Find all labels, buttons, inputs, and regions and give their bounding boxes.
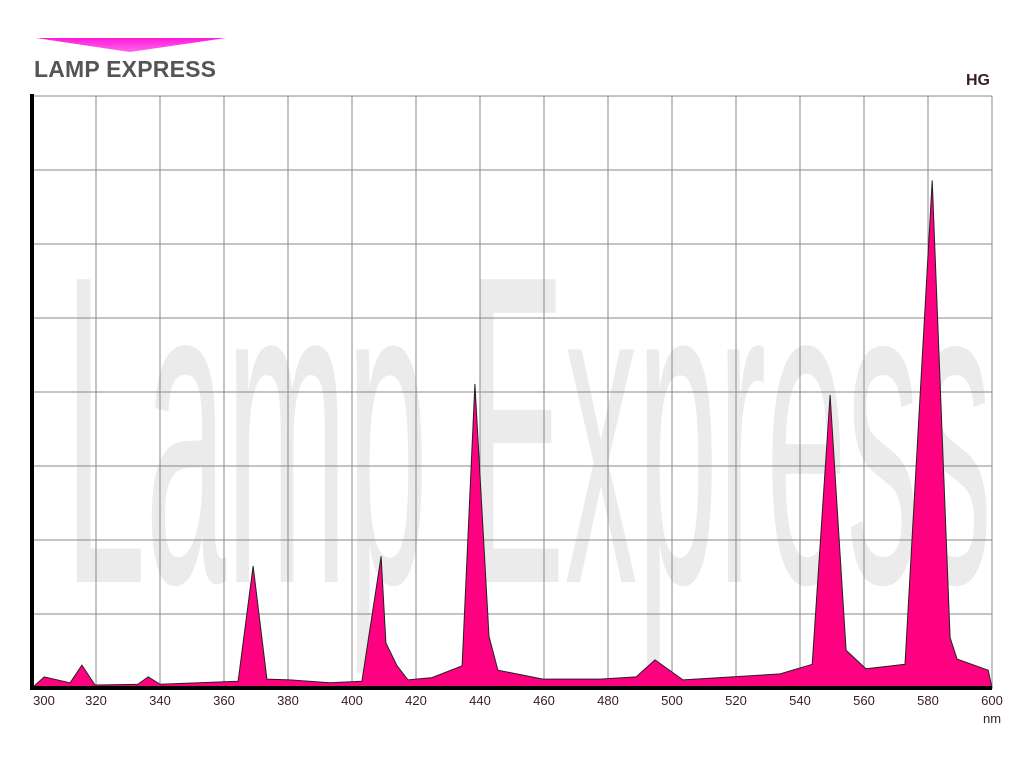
grid <box>31 95 993 689</box>
x-tick-label: 440 <box>469 693 491 708</box>
x-tick-label: 520 <box>725 693 747 708</box>
x-tick-label: 300 <box>33 693 55 708</box>
brand-logo-text: LAMP EXPRESS <box>34 56 217 82</box>
x-tick-label: 560 <box>853 693 875 708</box>
x-tick-labels: 300 320 340 360 380 400 420 440 460 480 500 520 540 5… <box>33 693 1003 708</box>
x-tick-label: 480 <box>597 693 619 708</box>
x-tick-label: 340 <box>149 693 171 708</box>
x-tick-label: 400 <box>341 693 363 708</box>
x-tick-label: 380 <box>277 693 299 708</box>
x-tick-label: 540 <box>789 693 811 708</box>
x-tick-label: 360 <box>213 693 235 708</box>
x-tick-label: 580 <box>917 693 939 708</box>
axes <box>30 94 992 690</box>
x-tick-label: 320 <box>85 693 107 708</box>
series-area-fill <box>30 180 993 689</box>
x-tick-label: 600 <box>981 693 1003 708</box>
watermark: Lamp Express <box>65 184 992 678</box>
series-area <box>30 180 993 689</box>
watermark-text: Lamp Express <box>65 184 992 678</box>
x-axis-label: nm <box>983 711 1001 726</box>
x-tick-label: 460 <box>533 693 555 708</box>
x-tick-label: 420 <box>405 693 427 708</box>
series-tag: HG <box>966 72 990 89</box>
x-tick-label: 500 <box>661 693 683 708</box>
brand-banner-icon <box>36 38 226 52</box>
